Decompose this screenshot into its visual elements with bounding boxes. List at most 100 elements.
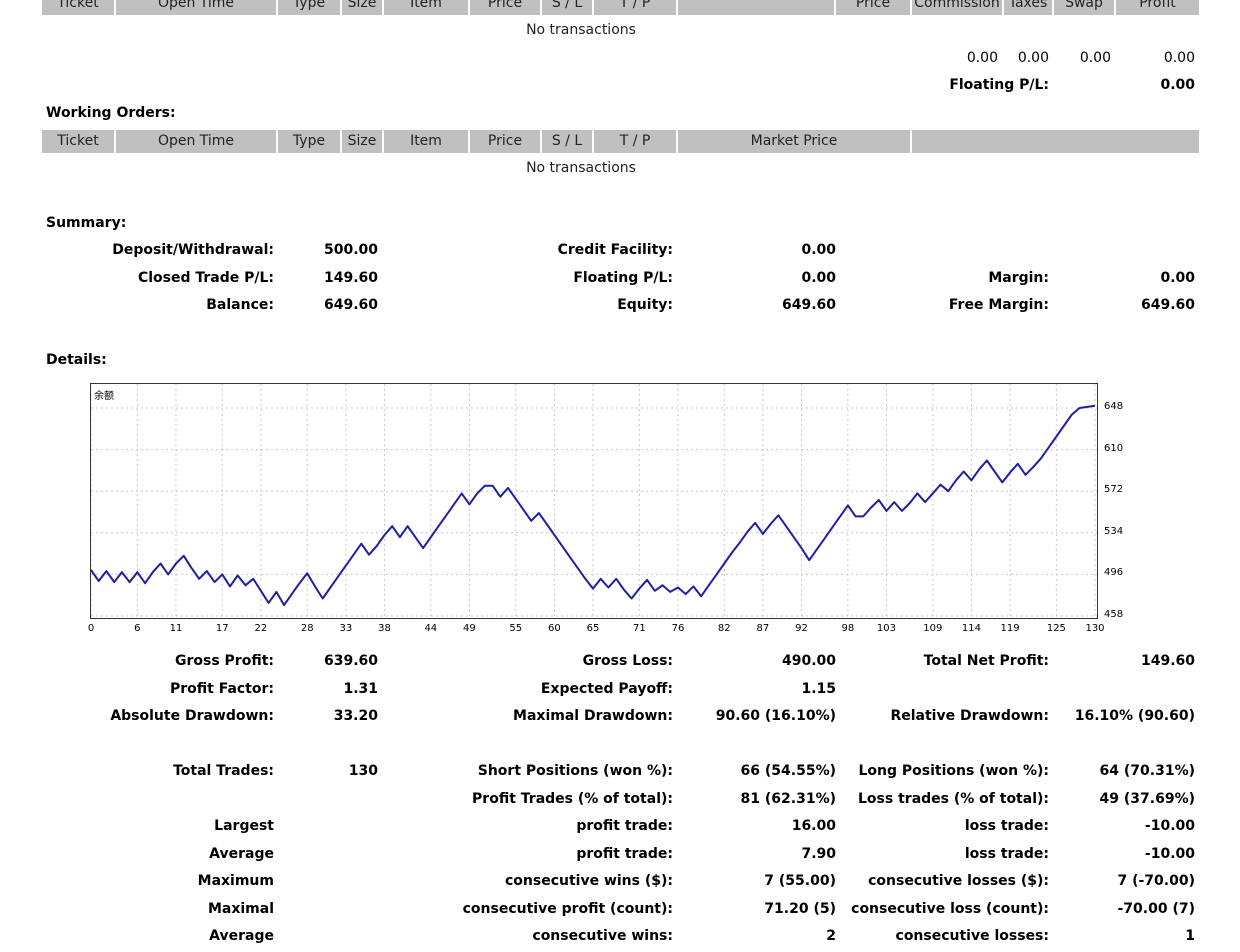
wo-col-type: Type: [278, 130, 342, 153]
total-trades-label: Total Trades:: [173, 763, 274, 779]
total-profit: 0.00: [1163, 50, 1195, 66]
gross-loss-label: Gross Loss:: [582, 653, 673, 669]
x-tick-label: 82: [717, 623, 731, 634]
x-tick-label: 71: [632, 623, 646, 634]
avg-consecutive-wins-label: consecutive wins:: [532, 928, 673, 944]
long-positions-label: Long Positions (won %):: [858, 763, 1049, 779]
col-spacer: [678, 0, 836, 15]
x-tick-label: 55: [509, 623, 523, 634]
avg-consecutive-losses-label: consecutive losses:: [895, 928, 1049, 944]
equity-label: Equity:: [617, 297, 673, 313]
margin-label: Margin:: [988, 270, 1049, 286]
col-item: Item: [384, 0, 470, 15]
no-transactions-message: No transactions: [526, 22, 636, 38]
col-ticket: Ticket: [42, 0, 116, 15]
margin-value: 0.00: [1160, 270, 1195, 286]
average-profit-value: 7.90: [801, 846, 836, 862]
x-tick-label: 87: [756, 623, 770, 634]
x-tick-label: 0: [87, 623, 95, 634]
col-commission: Commission: [912, 0, 1004, 15]
avg-consecutive-losses-value: 1: [1185, 928, 1195, 944]
chart-title: 余额: [94, 391, 114, 402]
deposit-label: Deposit/Withdrawal:: [112, 242, 274, 258]
maximal-consecutive-loss-label: consecutive loss (count):: [851, 901, 1049, 917]
col-profit: Profit: [1139, 0, 1176, 11]
maximum-label: Maximum: [197, 873, 274, 889]
y-tick-label: 458: [1104, 609, 1124, 620]
largest-label: Largest: [214, 818, 274, 834]
relative-drawdown-value: 16.10% (90.60): [1074, 708, 1195, 724]
x-tick-label: 22: [254, 623, 268, 634]
average-consecutive-label: Average: [209, 928, 274, 944]
wo-col-price: Price: [470, 130, 542, 153]
free-margin-value: 649.60: [1140, 297, 1195, 313]
col-close-price: Price: [836, 0, 912, 15]
col-open-time: Open Time: [116, 0, 278, 15]
wo-col-item: Item: [384, 130, 470, 153]
summary-floating-value: 0.00: [801, 270, 836, 286]
working-orders-title: Working Orders:: [46, 105, 176, 121]
profit-trades-value: 81 (62.31%): [740, 791, 836, 807]
x-tick-label: 38: [378, 623, 391, 634]
col-sl: S / L: [542, 0, 594, 15]
average-loss-value: -10.00: [1144, 846, 1195, 862]
max-consecutive-losses-label: consecutive losses ($):: [868, 873, 1049, 889]
equity-value: 649.60: [781, 297, 836, 313]
largest-profit-label: profit trade:: [576, 818, 673, 834]
balance-chart: 余额: [90, 383, 1098, 619]
balance-value: 649.60: [323, 297, 378, 313]
x-tick-label: 92: [795, 623, 808, 634]
absolute-drawdown-label: Absolute Drawdown:: [110, 708, 274, 724]
maximal-consecutive-profit-label: consecutive profit (count):: [462, 901, 673, 917]
profit-trades-label: Profit Trades (% of total):: [472, 791, 673, 807]
max-consecutive-wins-value: 7 (55.00): [764, 873, 836, 889]
x-tick-label: 130: [1085, 623, 1105, 634]
total-trades-value: 130: [348, 763, 378, 779]
credit-facility-label: Credit Facility:: [557, 242, 673, 258]
closed-pl-label: Closed Trade P/L:: [137, 270, 274, 286]
x-tick-label: 60: [548, 623, 561, 634]
x-tick-label: 49: [463, 623, 476, 634]
gross-profit-label: Gross Profit:: [174, 653, 274, 669]
col-tp: T / P: [594, 0, 678, 15]
x-tick-label: 33: [339, 623, 353, 634]
maximal-drawdown-value: 90.60 (16.10%): [715, 708, 836, 724]
closed-pl-value: 149.60: [323, 270, 378, 286]
largest-loss-value: -10.00: [1144, 818, 1195, 834]
y-tick-label: 572: [1104, 484, 1124, 496]
gross-profit-value: 639.60: [323, 653, 378, 669]
largest-loss-label: loss trade:: [964, 818, 1049, 834]
col-taxes: Taxes: [1004, 0, 1054, 15]
short-positions-label: Short Positions (won %):: [477, 763, 673, 779]
x-tick-label: 103: [876, 623, 897, 634]
balance-chart-svg: [91, 384, 1097, 618]
x-tick-label: 44: [424, 623, 438, 634]
col-type: Type: [278, 0, 342, 15]
loss-trades-label: Loss trades (% of total):: [858, 791, 1049, 807]
short-positions-value: 66 (54.55%): [740, 763, 836, 779]
maximal-consecutive-profit-value: 71.20 (5): [764, 901, 836, 917]
credit-facility-value: 0.00: [801, 242, 836, 258]
maximal-drawdown-label: Maximal Drawdown:: [513, 708, 673, 724]
wo-col-open-time: Open Time: [116, 130, 278, 153]
x-tick-label: 17: [215, 623, 229, 634]
x-tick-label: 76: [671, 623, 685, 634]
expected-payoff-value: 1.15: [801, 681, 836, 697]
x-tick-label: 28: [300, 623, 314, 634]
x-tick-label: 109: [923, 623, 943, 634]
total-taxes: 0.00: [1017, 50, 1049, 66]
max-consecutive-losses-value: 7 (-70.00): [1117, 873, 1195, 889]
details-title: Details:: [46, 352, 107, 368]
balance-label: Balance:: [206, 297, 274, 313]
profit-factor-label: Profit Factor:: [169, 681, 274, 697]
maximal-consecutive-loss-value: -70.00 (7): [1117, 901, 1195, 917]
average-profit-label: profit trade:: [576, 846, 673, 862]
deposit-value: 500.00: [323, 242, 378, 258]
summary-floating-label: Floating P/L:: [573, 270, 673, 286]
wo-col-size: Size: [342, 130, 384, 153]
wo-col-market-price: Market Price: [678, 130, 912, 153]
free-margin-label: Free Margin:: [948, 297, 1049, 313]
absolute-drawdown-value: 33.20: [333, 708, 378, 724]
total-commission: 0.00: [966, 50, 998, 66]
y-tick-label: 648: [1104, 401, 1124, 412]
